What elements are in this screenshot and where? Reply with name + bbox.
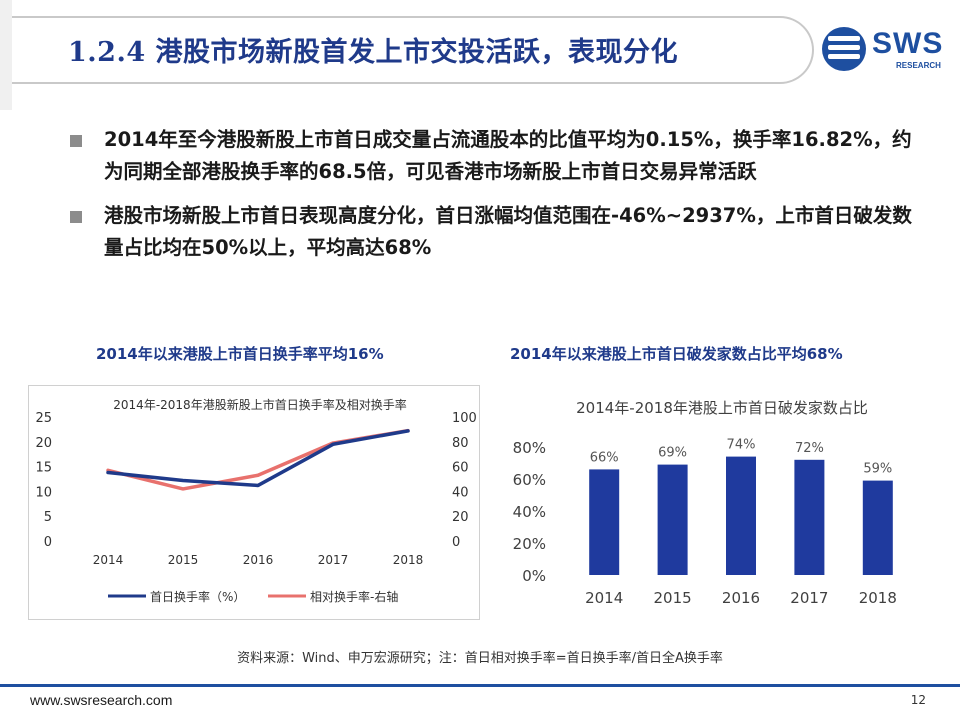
square-bullet-icon — [70, 211, 82, 223]
left-tick-label: 0 — [44, 535, 52, 550]
bar-data-label: 74% — [727, 438, 756, 453]
bullet-list: 2014年至今港股新股上市首日成交量占流通股本的比值平均为0.15%，换手率16… — [68, 124, 928, 276]
bar-data-label: 66% — [590, 450, 619, 465]
data-point — [406, 429, 410, 433]
right-tick-label: 80 — [452, 436, 469, 451]
left-tick-label: 10 — [35, 485, 52, 500]
y-axis-ticks: 0% 20% 40% 60% 80% — [513, 439, 546, 585]
footer-url-link[interactable]: www.swsresearch.com — [30, 692, 173, 708]
left-tick-label: 5 — [44, 510, 52, 525]
data-point — [106, 471, 110, 475]
y-tick-label: 80% — [513, 439, 546, 457]
x-tick-label: 2015 — [654, 589, 692, 607]
chart-title: 2014年-2018年港股新股上市首日换手率及相对换手率 — [113, 397, 406, 412]
legend-label-turnover: 首日换手率（%） — [150, 589, 245, 604]
footer-divider — [0, 684, 960, 687]
data-point — [256, 473, 260, 477]
bar — [794, 459, 825, 575]
left-tick-label: 25 — [35, 411, 52, 426]
right-tick-label: 20 — [452, 510, 469, 525]
left-axis-ticks: 0 5 10 15 20 25 — [35, 411, 52, 550]
x-tick-label: 2017 — [318, 553, 349, 567]
y-tick-label: 60% — [513, 471, 546, 489]
bullet-item: 港股市场新股上市首日表现高度分化，首日涨幅均值范围在-46%~2937%，上市首… — [68, 200, 928, 264]
title-accent — [0, 0, 12, 110]
logo-subtext: RESEARCH — [896, 61, 941, 70]
x-tick-label: 2018 — [393, 553, 424, 567]
data-point — [181, 487, 185, 491]
chart-title: 2014年-2018年港股上市首日破发家数占比 — [576, 399, 868, 417]
y-tick-label: 40% — [513, 503, 546, 521]
line-series — [106, 428, 410, 491]
bar — [862, 480, 893, 575]
right-tick-label: 0 — [452, 535, 460, 550]
bar — [657, 464, 688, 575]
page-number: 12 — [910, 693, 926, 707]
x-tick-label: 2016 — [243, 553, 274, 567]
right-chart-caption: 2014年以来港股上市首日破发家数占比平均68% — [510, 345, 843, 363]
x-tick-label: 2017 — [790, 589, 828, 607]
square-bullet-icon — [70, 135, 82, 147]
bar-data-label: 59% — [863, 462, 892, 477]
left-tick-label: 15 — [35, 461, 52, 476]
page-title: 1.2.4 港股市场新股首发上市交投活跃，表现分化 — [68, 37, 679, 68]
chart-frame — [28, 385, 480, 620]
left-chart-caption: 2014年以来港股上市首日换手率平均16% — [96, 345, 384, 363]
x-tick-label: 2016 — [722, 589, 760, 607]
y-tick-label: 0% — [522, 567, 546, 585]
bullet-text: 2014年至今港股新股上市首日成交量占流通股本的比值平均为0.15%，换手率16… — [104, 128, 912, 183]
slide-header: 1.2.4 港股市场新股首发上市交投活跃，表现分化 SWS RESEARCH — [0, 0, 960, 110]
right-tick-label: 40 — [452, 485, 469, 500]
logo-text: SWS — [872, 27, 944, 60]
sws-logo: SWS RESEARCH — [822, 27, 944, 77]
bar-data-label: 72% — [795, 441, 824, 456]
data-point — [331, 442, 335, 446]
turnover-line-chart: 2014年-2018年港股新股上市首日换手率及相对换手率 0510152025 … — [28, 385, 480, 620]
bullet-text: 港股市场新股上市首日表现高度分化，首日涨幅均值范围在-46%~2937%，上市首… — [104, 204, 912, 259]
legend: 首日换手率（%） 相对换手率-右轴 — [108, 589, 398, 604]
x-tick-label: 2015 — [168, 553, 199, 567]
left-tick-label: 20 — [35, 436, 52, 451]
bar — [726, 456, 756, 575]
source-note: 资料来源：Wind、申万宏源研究；注：首日相对换手率=首日换手率/首日全A换手率 — [237, 651, 723, 666]
break-issue-bar-chart: 2014年-2018年港股上市首日破发家数占比 0% 20% 40% 60% 80% 6… — [513, 399, 897, 607]
sws-logo-icon — [822, 27, 866, 71]
bar — [589, 469, 620, 575]
y-tick-label: 20% — [513, 535, 546, 553]
bar-data-label: 69% — [658, 446, 687, 461]
x-tick-label: 2014 — [93, 553, 124, 567]
bullet-item: 2014年至今港股新股上市首日成交量占流通股本的比值平均为0.15%，换手率16… — [68, 124, 928, 188]
right-axis-ticks: 0 20 40 60 80 100 — [452, 411, 477, 550]
bars: 66% 2014 69% 2015 74% 2016 72% 2017 59% 2018 — [585, 438, 897, 607]
data-point — [256, 483, 260, 487]
title-frame — [12, 16, 814, 84]
x-axis-ticks: 2014 2015 2016 2017 2018 — [93, 553, 424, 567]
right-tick-label: 100 — [452, 411, 477, 426]
data-point — [181, 478, 185, 482]
legend-label-relative: 相对换手率-右轴 — [310, 589, 398, 604]
x-tick-label: 2018 — [859, 589, 897, 607]
x-tick-label: 2014 — [585, 589, 623, 607]
right-tick-label: 60 — [452, 461, 469, 476]
